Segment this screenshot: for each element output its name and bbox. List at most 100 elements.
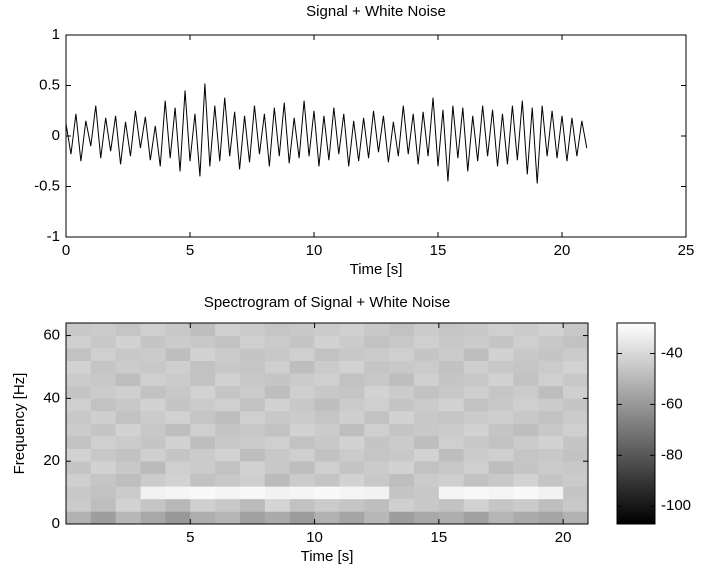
spectrogram-cell: [289, 360, 315, 374]
spectrogram-cell: [264, 335, 291, 349]
spectrogram-cell: [389, 498, 415, 512]
y-tick-label: 60: [43, 327, 60, 344]
spectrogram-cell: [215, 360, 241, 374]
spectrogram-cell: [90, 448, 117, 462]
spectrogram-cell: [538, 473, 564, 487]
spectrogram-cell: [314, 373, 340, 387]
spectrogram-cell: [538, 436, 564, 449]
spectrogram-cell: [463, 448, 489, 462]
spectrogram-cell: [66, 323, 92, 336]
spectrogram-cell: [215, 348, 241, 361]
spectrogram-cell: [190, 323, 216, 336]
spectrogram-cell: [264, 323, 291, 336]
spectrogram-cell: [215, 398, 241, 412]
spectrogram-cell: [538, 461, 564, 475]
spectrogram-cell: [538, 448, 564, 462]
spectrogram-cell: [463, 461, 489, 475]
y-axis-label: Frequency [Hz]: [11, 373, 28, 475]
y-tick-label: 0.5: [39, 76, 60, 93]
spectrogram-cell: [563, 373, 589, 387]
spectrogram-cell: [115, 461, 141, 475]
spectrogram-cell: [314, 498, 340, 512]
spectrogram-cell: [165, 323, 191, 336]
spectrogram-cell: [538, 348, 564, 361]
spectrogram-cell: [513, 348, 539, 361]
spectrogram-cell: [314, 335, 340, 349]
spectrogram-cell: [165, 511, 191, 525]
spectrogram-cell: [140, 486, 166, 500]
spectrogram-cell: [364, 373, 390, 387]
spectrogram-cell: [339, 448, 365, 462]
spectrogram-cell: [463, 373, 489, 387]
spectrogram-cell: [538, 423, 564, 437]
spectrogram-cell: [115, 498, 141, 512]
spectrogram-cell: [240, 398, 266, 412]
spectrogram-cell: [264, 461, 291, 475]
spectrogram-cell: [463, 398, 489, 412]
spectrogram-cell: [389, 348, 415, 361]
y-tick-label: -0.5: [34, 177, 60, 194]
spectrogram-cell: [289, 323, 315, 336]
spectrogram-cell: [414, 360, 440, 374]
spectrogram-cell: [240, 335, 266, 349]
y-tick-label: -1: [47, 228, 60, 245]
spectrogram-cell: [339, 398, 365, 412]
spectrogram-cell: [314, 323, 340, 336]
spectrogram-cell: [165, 410, 191, 424]
spectrogram-cell: [165, 385, 191, 399]
spectrogram-cell: [438, 360, 465, 374]
spectrogram-cell: [513, 486, 539, 500]
y-tick-label: 0: [52, 515, 60, 532]
spectrogram-cell: [414, 498, 440, 512]
spectrogram-cell: [414, 423, 440, 437]
spectrogram-cell: [438, 498, 465, 512]
spectrogram-cell: [513, 423, 539, 437]
spectrogram-cell: [463, 436, 489, 449]
spectrogram-cell: [289, 511, 315, 525]
spectrogram-cell: [140, 335, 166, 349]
spectrogram-cell: [215, 423, 241, 437]
spectrogram-cell: [264, 486, 291, 500]
spectrogram-cell: [364, 436, 390, 449]
spectrogram-cell: [90, 360, 117, 374]
spectrogram-cell: [364, 473, 390, 487]
spectrogram-cell: [364, 360, 390, 374]
spectrogram-cell: [463, 385, 489, 399]
spectrogram-cell: [140, 473, 166, 487]
spectrogram-cell: [289, 461, 315, 475]
spectrogram-cell: [364, 335, 390, 349]
spectrogram-cell: [339, 360, 365, 374]
spectrogram-cell: [364, 410, 390, 424]
spectrogram-cell: [563, 473, 589, 487]
spectrogram-cell: [538, 335, 564, 349]
spectrogram-cell: [240, 486, 266, 500]
spectrogram-cell: [215, 461, 241, 475]
spectrogram-cell: [140, 398, 166, 412]
spectrogram-cell: [115, 473, 141, 487]
spectrogram-cell: [438, 373, 465, 387]
spectrogram-cell: [389, 373, 415, 387]
spectrogram-cell: [115, 486, 141, 500]
spectrogram-cell: [90, 398, 117, 412]
spectrogram-cell: [90, 323, 117, 336]
spectrogram-cell: [488, 348, 514, 361]
spectrogram-cell: [66, 348, 92, 361]
spectrogram-cell: [389, 385, 415, 399]
spectrogram-cell: [513, 436, 539, 449]
spectrogram-cell: [264, 360, 291, 374]
spectrogram-cell: [140, 385, 166, 399]
spectrogram-cell: [190, 410, 216, 424]
spectrogram-cell: [240, 410, 266, 424]
spectrogram-cell: [563, 423, 589, 437]
spectrogram-cell: [563, 448, 589, 462]
spectrogram-cell: [264, 498, 291, 512]
spectrogram-cell: [389, 323, 415, 336]
spectrogram-cell: [215, 373, 241, 387]
spectrogram-cell: [215, 323, 241, 336]
spectrogram-cell: [488, 473, 514, 487]
spectrogram-cell: [463, 486, 489, 500]
spectrogram-cell: [90, 373, 117, 387]
spectrogram-cell: [414, 348, 440, 361]
spectrogram-cell: [289, 385, 315, 399]
spectrogram-cell: [66, 448, 92, 462]
